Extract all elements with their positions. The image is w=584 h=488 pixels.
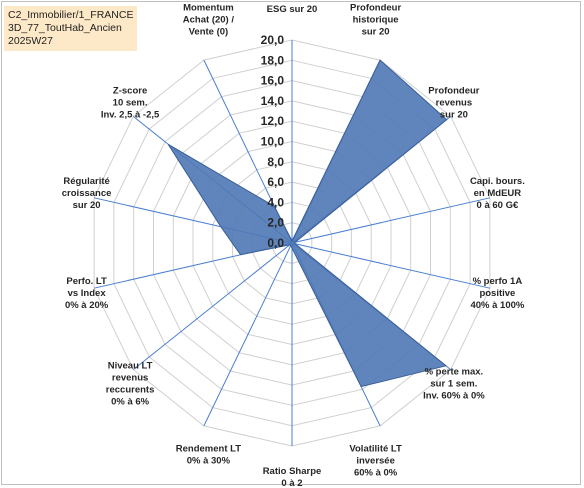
- axis-label-line: Rendement LT: [176, 444, 241, 455]
- axis-label: Régularité croissance sur 20: [62, 176, 112, 211]
- tick-label: 2,0: [267, 216, 284, 230]
- axis-label-line: Perfo. LT: [66, 276, 107, 287]
- axis-spoke: [291, 197, 491, 244]
- axis-label-line: 0% à 6%: [111, 396, 150, 407]
- axis-label-line: 40% à 100%: [470, 300, 524, 311]
- axis-label: Z-score 10 sem. Inv. 2,5 à -2,5: [101, 86, 160, 121]
- axis-label-line: sur 20: [362, 26, 390, 37]
- axis-label: % perte max. sur 1 sem. Inv. 60% à 0%: [423, 366, 485, 401]
- axis-label-line: ESG sur 20: [267, 4, 318, 15]
- header-line-3: 2025W27: [8, 35, 53, 47]
- axis-spoke: [132, 242, 293, 370]
- axis-spoke: [203, 242, 293, 427]
- tick-label: 0,0: [267, 236, 284, 250]
- axis-label-line: 0% à 30%: [187, 456, 231, 467]
- axis-label-line: Inv. 2,5 à -2,5: [101, 110, 160, 121]
- axis-label-line: en MdEUR: [474, 188, 522, 199]
- axis-label-line: Inv. 60% à 0%: [423, 390, 485, 401]
- axis-label: Ratio Sharpe 0 à 2: [263, 466, 322, 488]
- axis-label-line: % perte max.: [425, 366, 484, 377]
- tick-label: 10,0: [261, 135, 285, 149]
- tick-label: 20,0: [261, 33, 285, 47]
- axis-label-line: 0 à 2: [281, 478, 302, 488]
- header-line-1: C2_Immobilier/1_FRANCE: [8, 9, 134, 21]
- axis-label: Niveau LT revenus reccurents 0% à 6%: [106, 360, 155, 407]
- axis-label: Momentum Achat (20) / Vente (0): [183, 2, 235, 37]
- axis-label-line: historique: [353, 14, 399, 25]
- tick-label: 14,0: [261, 94, 285, 108]
- tick-label: 4,0: [267, 195, 284, 209]
- axis-label-line: vs Index: [68, 288, 107, 299]
- axis-label-line: sur 20: [73, 200, 101, 211]
- axis-label-line: Vente (0): [189, 26, 229, 37]
- axis-label-line: inversée: [356, 456, 395, 467]
- axis-label-line: Achat (20) /: [183, 14, 235, 25]
- axis-label: Perfo. LT vs Index 0% à 20%: [65, 276, 109, 311]
- axis-label-line: 0% à 20%: [65, 300, 109, 311]
- axis-label: Rendement LT 0% à 30%: [176, 444, 241, 467]
- axis-label-line: % perfo 1A: [473, 276, 523, 287]
- axis-label-line: Régularité: [63, 176, 109, 187]
- axis-label-line: Z-score: [113, 86, 147, 97]
- axis-spoke: [291, 242, 491, 289]
- axis-label-line: 10 sem.: [113, 98, 148, 109]
- axis-label-line: revenus: [112, 372, 148, 383]
- chart-header: C2_Immobilier/1_FRANCE 3D_77_ToutHab_Anc…: [4, 6, 138, 51]
- tick-label: 8,0: [267, 155, 284, 169]
- axis-label-line: sur 20: [440, 110, 468, 121]
- axis-label-line: Volatilité LT: [349, 444, 402, 455]
- axis-label-line: Momentum: [183, 2, 234, 13]
- axis-label-line: Capi. bours.: [470, 176, 525, 187]
- tick-label: 6,0: [267, 175, 284, 189]
- axis-label-line: Note: [281, 0, 302, 3]
- header-line-2: 3D_77_ToutHab_Ancien: [8, 22, 122, 34]
- axis-label-line: Profondeur: [350, 2, 401, 13]
- axis-label-line: sur 1 sem.: [430, 378, 477, 389]
- axis-label: Profondeur revenus sur 20: [428, 86, 479, 121]
- axis-label-line: 60% à 0%: [354, 468, 398, 479]
- axis-label-line: revenus: [436, 98, 472, 109]
- axis-label: Volatilité LT inversée 60% à 0%: [349, 444, 402, 479]
- tick-label: 16,0: [261, 74, 285, 88]
- tick-label: 12,0: [261, 114, 285, 128]
- series-area: [167, 59, 448, 388]
- tick-label: 18,0: [261, 53, 285, 67]
- axis-label: Profondeur historique sur 20: [350, 2, 401, 37]
- axis-label: Capi. bours. en MdEUR 0 à 60 G€: [470, 176, 525, 211]
- axis-label-line: croissance: [62, 188, 112, 199]
- axis-label-line: positive: [479, 288, 515, 299]
- axis-label-line: 0 à 60 G€: [477, 200, 519, 211]
- axis-label: NoteESG sur 20: [267, 0, 318, 15]
- axis-label: % perfo 1A positive 40% à 100%: [470, 276, 524, 311]
- axis-label-line: Profondeur: [428, 86, 479, 97]
- axis-label-line: Niveau LT: [108, 360, 153, 371]
- axis-label-line: Ratio Sharpe: [263, 466, 322, 477]
- axis-label-line: reccurents: [106, 384, 155, 395]
